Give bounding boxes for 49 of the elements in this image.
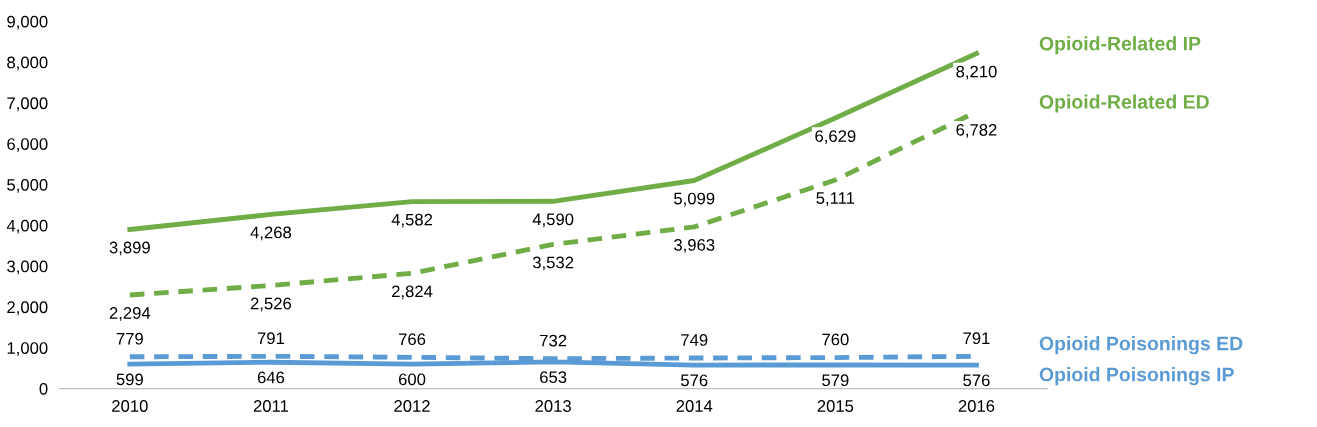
y-tick-label: 5,000 [7, 178, 48, 193]
text: Opioid Poisonings IP [1039, 367, 1234, 386]
y-tick-label: 4,000 [6, 219, 48, 234]
x-tick-label: 2013 [535, 400, 571, 412]
y-tick-label: 9,000 [7, 15, 48, 30]
y-tick-label: 2,000 [7, 301, 48, 316]
data-label: 8,210 [956, 65, 997, 80]
data-label: 576 [681, 374, 708, 387]
data-label: 749 [681, 334, 708, 346]
x-tick-label: 2010 [112, 400, 148, 412]
data-label: 3,532 [532, 256, 574, 271]
x-tick-label: 2015 [817, 400, 854, 412]
data-label: 599 [116, 373, 143, 386]
data-label: 779 [116, 332, 143, 345]
data-label: 653 [540, 371, 567, 384]
data-label: 3,963 [674, 238, 715, 253]
data-label: 6,782 [956, 123, 997, 138]
text: Opioid-Related IP [1039, 36, 1201, 55]
data-label: 791 [257, 332, 285, 345]
data-label: 2,526 [250, 297, 292, 312]
data-label: 6,629 [815, 130, 856, 144]
data-label: 579 [822, 374, 849, 387]
text: Opioid Poisonings ED [1039, 336, 1243, 355]
data-label: 766 [398, 333, 426, 346]
data-label: 732 [540, 334, 567, 347]
y-tick-label: 0 [39, 382, 48, 395]
y-tick-label: 8,000 [7, 56, 48, 71]
data-label: 5,099 [674, 192, 715, 207]
data-label: 3,899 [109, 241, 150, 256]
y-tick-label: 1,000 [7, 342, 48, 356]
data-label: 2,294 [109, 307, 151, 321]
text: Opioid-Related ED [1039, 94, 1209, 113]
data-label: 576 [963, 374, 990, 387]
data-label: 4,590 [532, 213, 574, 228]
data-label: 791 [963, 332, 990, 345]
x-tick-label: 2014 [676, 400, 713, 412]
x-tick-label: 2011 [253, 400, 289, 412]
data-label: 2,824 [392, 285, 433, 300]
y-tick-label: 7,000 [7, 97, 48, 112]
data-label: 5,111 [816, 192, 855, 206]
data-label: 4,268 [250, 226, 292, 241]
data-label: 4,582 [391, 213, 433, 228]
data-label: 760 [822, 333, 849, 346]
y-tick-label: 3,000 [7, 260, 48, 275]
data-label: 600 [398, 373, 426, 386]
x-tick-label: 2012 [394, 400, 430, 412]
data-label: 646 [257, 371, 285, 384]
x-tick-label: 2016 [958, 400, 995, 412]
y-tick-label: 6,000 [7, 138, 48, 152]
